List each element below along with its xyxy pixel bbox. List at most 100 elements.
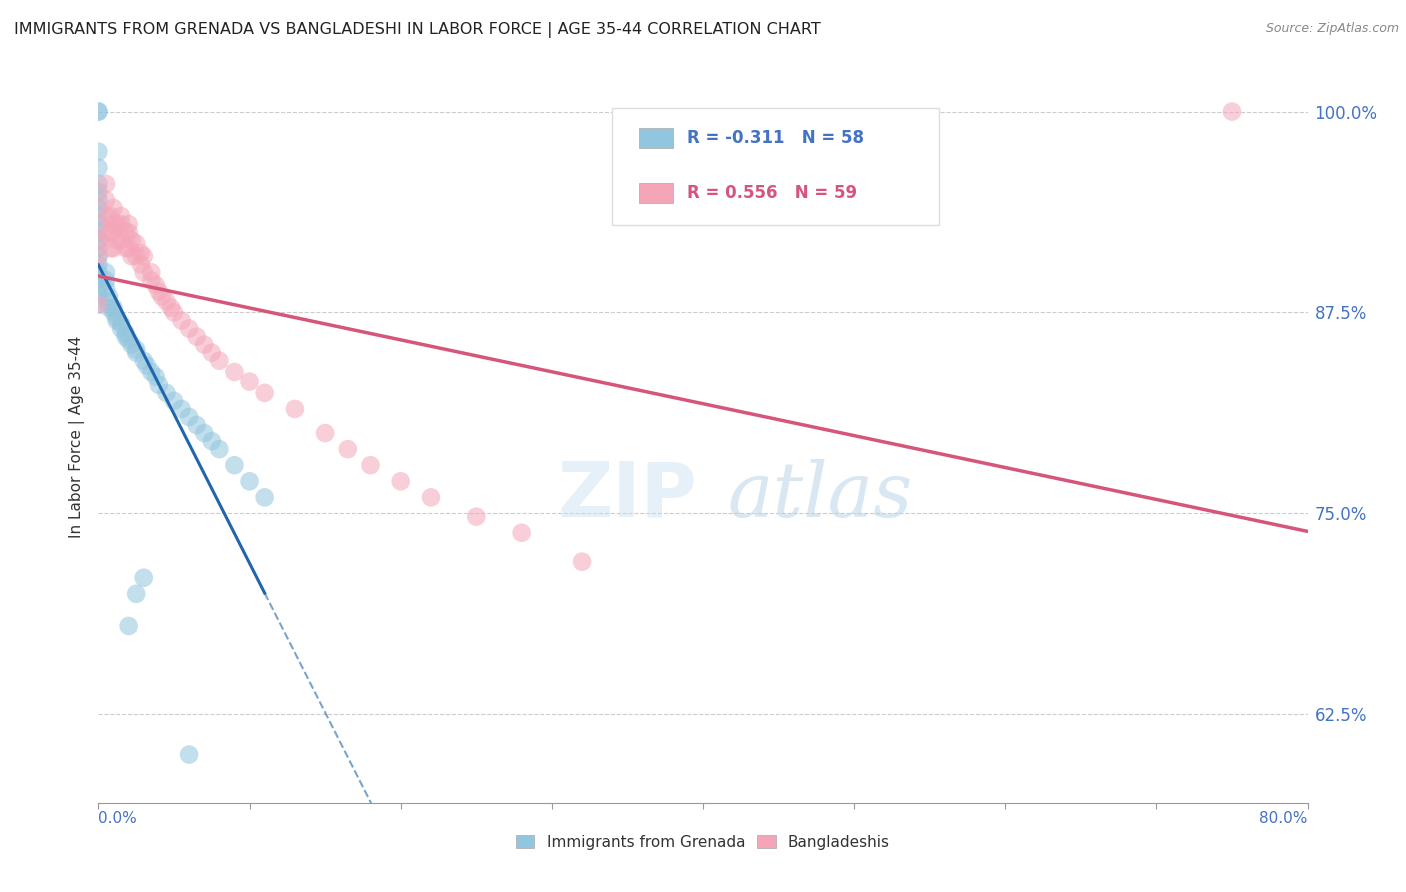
Point [87,104,110,119]
Text: R = 0.556   N = 59: R = 0.556 N = 59 [688,184,858,202]
Point [87,104,110,119]
Point [103,217,125,231]
Point [100,209,122,223]
Text: atlas: atlas [727,458,912,533]
Point [179,409,201,424]
Point [132,353,155,368]
Point [201,434,224,449]
Point [179,321,201,335]
Y-axis label: In Labor Force | Age 35-44: In Labor Force | Age 35-44 [69,336,84,538]
Point [224,458,246,473]
Point [314,425,336,440]
Point [87,145,110,159]
Point [420,491,443,505]
Point [121,337,143,351]
Point [145,278,167,293]
Point [94,209,117,223]
Legend: Immigrants from Grenada, Bangladeshis: Immigrants from Grenada, Bangladeshis [516,835,890,850]
Point [155,294,177,309]
Point [118,217,141,231]
Point [114,329,136,343]
Point [141,265,163,279]
Point [105,217,128,231]
Point [100,241,122,255]
Point [87,297,110,311]
Point [98,301,121,315]
Point [129,246,152,260]
Point [186,329,208,343]
Point [87,249,110,263]
Point [132,571,155,585]
Point [208,353,231,368]
Point [87,201,110,215]
Point [170,313,193,327]
Point [193,425,215,440]
Point [103,201,125,215]
Point [132,265,155,279]
Point [94,265,117,279]
Point [110,217,132,231]
Point [253,385,276,400]
Point [110,209,132,223]
Point [114,241,136,255]
Point [121,249,143,263]
Point [87,185,110,199]
Point [201,345,224,359]
Point [224,365,246,379]
Point [145,369,167,384]
Point [141,273,163,287]
Point [103,301,125,315]
Point [170,401,193,416]
Point [1220,104,1243,119]
Point [100,225,122,239]
Point [118,333,141,347]
Point [87,233,110,247]
Point [132,249,155,263]
Point [87,297,110,311]
Point [193,337,215,351]
Point [105,233,128,247]
Point [110,321,132,335]
Point [389,475,412,489]
Point [87,249,110,263]
Point [163,305,186,319]
Text: 0.0%: 0.0% [98,811,138,826]
Point [160,301,183,315]
Point [87,225,110,239]
Point [103,225,125,239]
Point [150,289,173,303]
Point [253,491,276,505]
Point [87,273,110,287]
Point [186,417,208,432]
Point [94,193,117,207]
Text: 80.0%: 80.0% [1260,811,1308,826]
Point [239,475,262,489]
Point [110,317,132,331]
Point [155,385,177,400]
Point [571,555,593,569]
Point [125,345,148,359]
Point [114,326,136,341]
Point [360,458,382,473]
Point [87,257,110,271]
FancyBboxPatch shape [638,128,673,148]
Point [336,442,359,457]
Point [87,281,110,295]
Point [125,249,148,263]
Point [98,289,121,303]
Point [179,747,201,762]
Text: IMMIGRANTS FROM GRENADA VS BANGLADESHI IN LABOR FORCE | AGE 35-44 CORRELATION CH: IMMIGRANTS FROM GRENADA VS BANGLADESHI I… [14,22,821,38]
Point [121,233,143,247]
Point [208,442,231,457]
Point [87,177,110,191]
Point [148,377,170,392]
Point [118,241,141,255]
Point [125,587,148,601]
Point [163,393,186,408]
Point [94,281,117,295]
Point [94,177,117,191]
Point [87,265,110,279]
Point [103,305,125,319]
Text: R = -0.311   N = 58: R = -0.311 N = 58 [688,129,865,147]
Point [510,525,533,540]
